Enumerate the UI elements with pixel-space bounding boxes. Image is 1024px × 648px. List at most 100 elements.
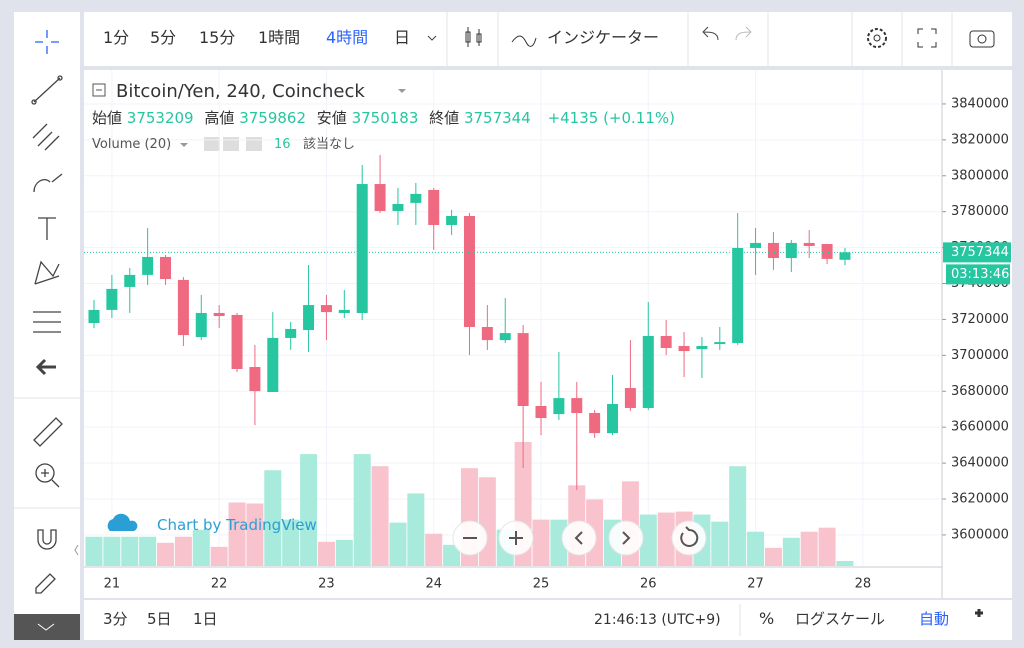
back-icon[interactable] [35,358,56,376]
indicator-icon[interactable] [511,35,537,47]
trash-icon [37,623,55,631]
legend-label: 安値 [316,109,347,127]
volume-bar [282,519,300,566]
volume-bar [639,514,657,566]
trendline-icon[interactable] [33,77,61,103]
candle-body [607,404,619,434]
candle-body [696,346,708,350]
bottom-bar [84,600,1012,640]
volume-bar [711,521,729,566]
ruler-icon[interactable] [33,417,63,447]
countdown-box [946,264,1010,285]
symbol-caret[interactable] [398,89,406,93]
volume-bar [228,502,246,566]
zoom-icon[interactable] [35,463,55,483]
legend-value: 3750183 [351,109,419,127]
candle-body [732,247,744,343]
bottom-settings-icon[interactable] [975,609,983,617]
screenshot-icon[interactable] [969,30,995,48]
undo-icon[interactable] [702,26,719,41]
legend-value: 3753209 [126,109,194,127]
candle-body [428,189,440,225]
volume-bar [747,531,765,566]
candle-body [589,412,601,434]
candle-body [213,312,225,317]
interval[interactable]: 日 [394,28,411,47]
candle-body [124,274,136,287]
candle-body [660,335,672,348]
candle-type-icon[interactable] [465,27,482,47]
settings-icon[interactable] [867,28,887,48]
magnet-icon[interactable] [37,529,57,550]
log-toggle[interactable]: ログスケール [795,610,886,628]
volume-bar [729,466,747,566]
left-toolbar [14,12,80,640]
ohlc-legend: 始値 3753209 高値 3759862 安値 3750183 終値 3757… [92,109,675,127]
trash-tab[interactable] [14,614,80,640]
interval-active[interactable]: 4時間 [326,28,369,47]
interval[interactable]: 5分 [150,28,177,47]
study-buttons[interactable] [204,137,262,151]
volume-caret[interactable] [180,143,188,147]
redo-icon[interactable] [735,26,752,41]
volume-bar [782,537,800,566]
candle-body [517,333,529,406]
candle-body [338,309,350,313]
volume-bar [800,531,818,566]
text-icon[interactable] [38,217,56,240]
volume-bar [353,454,371,566]
x-tick-label: 21 [104,577,121,592]
watermark: Chart by TradingView [157,516,317,534]
lock-draw-icon[interactable] [35,573,56,594]
candle-body [356,184,368,313]
candle-body [267,337,279,392]
candle-body [446,215,458,225]
nav-icons [463,526,699,547]
x-tick-label: 28 [855,577,872,592]
y-tick-label: 3640000 [951,456,1009,471]
legend-label: 始値 [92,109,123,127]
collapse-icon[interactable] [92,83,106,97]
candle-body [678,346,690,352]
range-button[interactable]: 1日 [193,610,218,628]
interval[interactable]: 15分 [199,28,236,47]
separators [14,12,953,636]
prediction-icon[interactable] [33,311,61,333]
top-toolbar [84,12,1012,66]
volume-bar [174,536,192,566]
pattern-icon[interactable] [34,260,60,285]
y-tick-label: 3700000 [951,348,1009,363]
candle-body [821,244,833,259]
last-price-label: 3757344 [951,245,1009,260]
interval-caret[interactable] [427,35,437,41]
crosshair-icon[interactable] [35,30,59,54]
candle-body [285,328,297,338]
volume-bar [264,470,282,566]
interval[interactable]: 1分 [103,28,130,47]
range-button[interactable]: 5日 [147,610,172,628]
range-button[interactable]: 3分 [103,610,128,628]
fullscreen-icon[interactable] [917,28,937,48]
volume-bar [532,519,550,566]
indicators-button[interactable]: インジケーター [547,28,660,47]
interval[interactable]: 1時間 [258,28,301,47]
legend-value: 3759862 [239,109,306,127]
volume-bar [836,560,854,566]
y-tick-label: 3680000 [951,384,1009,399]
legend-change: +4135 (+0.11%) [547,109,675,127]
percent-toggle[interactable]: % [759,609,775,628]
x-tick-label: 26 [640,577,657,592]
volume-bar [764,547,782,566]
collapse-arrow[interactable] [74,544,79,556]
candle-body [803,242,815,246]
brush-icon[interactable] [33,173,63,193]
fib-icon[interactable] [32,123,60,151]
nav-buttons[interactable] [452,520,707,556]
candle-body [481,326,493,341]
candle-body [463,215,475,327]
candle-body [499,333,511,341]
y-tick-label: 3840000 [951,96,1009,111]
x-tick-label: 24 [425,577,442,592]
auto-toggle[interactable]: 自動 [919,610,950,628]
